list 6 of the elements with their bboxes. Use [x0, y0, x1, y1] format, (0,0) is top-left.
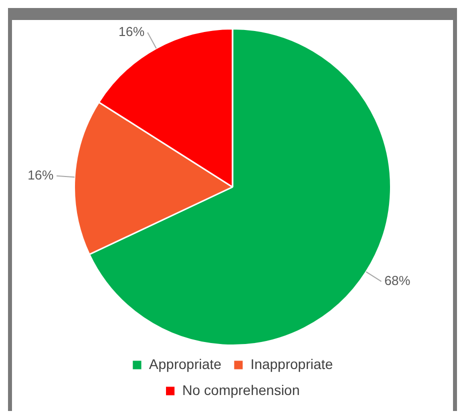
legend-label: Appropriate	[149, 356, 222, 372]
legend-label: Inappropriate	[250, 356, 334, 372]
data-label: 68%	[384, 273, 411, 288]
data-label: 16%	[28, 168, 54, 183]
legend-label: No comprehension	[182, 382, 300, 398]
data-label: 16%	[118, 24, 146, 40]
